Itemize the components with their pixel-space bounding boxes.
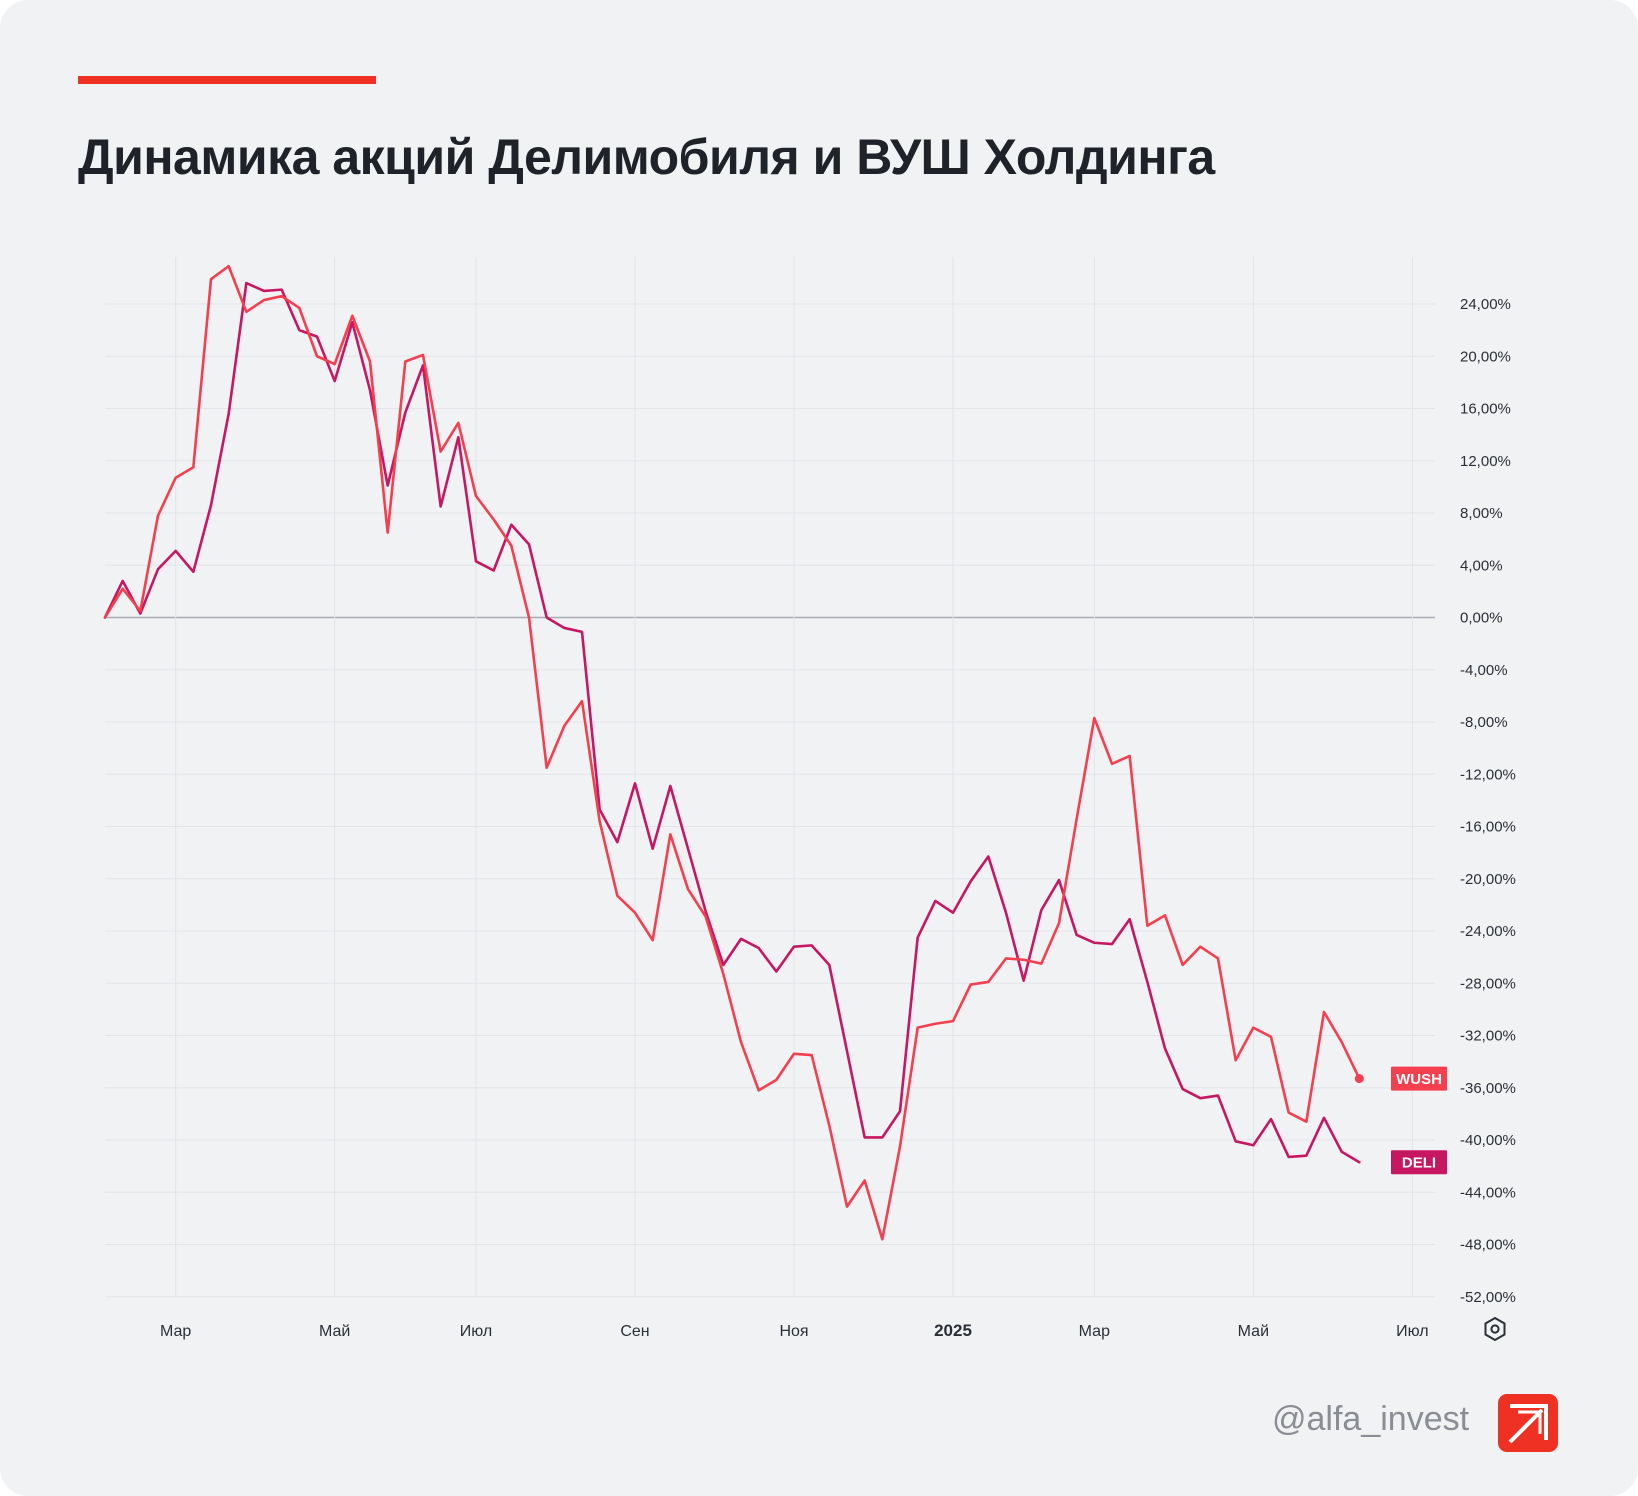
x-tick-label: Мар xyxy=(160,1323,191,1340)
x-tick-label: Май xyxy=(319,1323,350,1340)
series-tag-wush xyxy=(1391,1066,1447,1091)
y-tick-label: 20,00% xyxy=(1460,348,1511,365)
y-tick-label: -12,00% xyxy=(1460,766,1516,783)
x-axis: Мар Май Июл Сен Ноя 2025 Мар Май Июл xyxy=(160,1321,1429,1340)
y-tick-label: -24,00% xyxy=(1460,923,1516,940)
x-tick-label: Ноя xyxy=(779,1323,808,1340)
y-tick-label: 16,00% xyxy=(1460,401,1511,418)
series-tag-label: DELI xyxy=(1402,1155,1436,1172)
x-tick-label: Июл xyxy=(1396,1323,1428,1340)
x-tick-label: Май xyxy=(1238,1323,1269,1340)
x-tick-label: Сен xyxy=(620,1323,649,1340)
series-layer xyxy=(103,264,1364,1241)
y-tick-label: -52,00% xyxy=(1460,1289,1516,1306)
x-tick-label: Июл xyxy=(460,1323,492,1340)
y-tick-label: 0,00% xyxy=(1460,610,1503,627)
series-line-wush xyxy=(103,264,1361,1241)
grid xyxy=(105,257,1435,1298)
y-tick-label: -36,00% xyxy=(1460,1080,1516,1097)
footer-handle: @alfa_invest xyxy=(1272,1400,1470,1438)
y-tick-label: -44,00% xyxy=(1460,1184,1516,1201)
alfa-arrow-logo-icon xyxy=(1498,1394,1558,1452)
y-tick-label: 12,00% xyxy=(1460,453,1511,470)
chart-title: Динамика акций Делимобиля и ВУШ Холдинга xyxy=(78,129,1215,185)
y-tick-label: -16,00% xyxy=(1460,819,1516,836)
series-line-deli xyxy=(103,281,1361,1164)
y-tick-label: -48,00% xyxy=(1460,1237,1516,1254)
series-tag-deli xyxy=(1391,1150,1447,1175)
y-tick-label: -32,00% xyxy=(1460,1028,1516,1045)
y-tick-label: -20,00% xyxy=(1460,871,1516,888)
settings-icon[interactable] xyxy=(1484,1316,1506,1342)
series-end-marker-wush xyxy=(1354,1074,1364,1084)
y-tick-label: -4,00% xyxy=(1460,662,1508,679)
series-tag-label: WUSH xyxy=(1396,1071,1442,1088)
y-tick-label: 4,00% xyxy=(1460,557,1503,574)
x-tick-label: Мар xyxy=(1079,1323,1110,1340)
y-tick-label: -8,00% xyxy=(1460,714,1508,731)
series-tags: WUSH DELI xyxy=(1391,1066,1447,1175)
y-tick-label: -40,00% xyxy=(1460,1132,1516,1149)
accent-bar xyxy=(78,76,376,84)
y-tick-label: -28,00% xyxy=(1460,975,1516,992)
x-tick-label: 2025 xyxy=(934,1321,972,1340)
y-tick-label: 8,00% xyxy=(1460,505,1503,522)
y-axis: 24,00% 20,00% 16,00% 12,00% 8,00% 4,00% 0,00% -… xyxy=(1460,296,1516,1306)
y-tick-label: 24,00% xyxy=(1460,296,1511,313)
